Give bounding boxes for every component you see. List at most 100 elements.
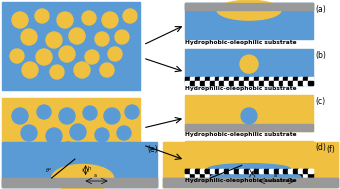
- Bar: [308, 81, 313, 85]
- Bar: [269, 81, 274, 85]
- Bar: [229, 169, 234, 173]
- Circle shape: [115, 30, 129, 44]
- Bar: [185, 169, 190, 173]
- Bar: [190, 169, 195, 173]
- Bar: [205, 169, 210, 173]
- Bar: [308, 169, 313, 173]
- Bar: [264, 169, 269, 173]
- Circle shape: [46, 128, 62, 144]
- Bar: [185, 173, 190, 177]
- Bar: [254, 77, 259, 81]
- Bar: [284, 169, 288, 173]
- Bar: [308, 169, 313, 173]
- Text: Hydrophilic-oleophobic substrate: Hydrophilic-oleophobic substrate: [185, 86, 296, 91]
- Bar: [224, 77, 229, 81]
- Circle shape: [35, 9, 49, 23]
- Bar: [200, 81, 205, 85]
- Circle shape: [36, 145, 52, 161]
- Bar: [254, 81, 259, 85]
- Bar: [293, 173, 298, 177]
- Bar: [200, 173, 205, 177]
- Bar: [219, 81, 224, 85]
- Bar: [278, 169, 284, 173]
- Bar: [210, 169, 215, 173]
- Text: (a): (a): [315, 5, 326, 14]
- Bar: [2, 178, 157, 187]
- Bar: [269, 173, 274, 177]
- Bar: [219, 169, 224, 173]
- Circle shape: [95, 128, 109, 142]
- Circle shape: [109, 143, 123, 157]
- Circle shape: [74, 62, 90, 78]
- Text: Hydrophobic-oleophilic substrate: Hydrophobic-oleophilic substrate: [185, 132, 296, 137]
- Bar: [278, 77, 284, 81]
- Bar: [259, 173, 264, 177]
- Bar: [278, 173, 284, 177]
- Bar: [303, 81, 308, 85]
- Bar: [249, 81, 254, 85]
- Bar: [288, 169, 293, 173]
- Bar: [284, 173, 288, 177]
- Bar: [195, 77, 200, 81]
- Text: (e): (e): [147, 145, 158, 154]
- Bar: [2, 2, 140, 90]
- Circle shape: [69, 28, 85, 44]
- Text: a: a: [273, 173, 276, 178]
- Bar: [185, 77, 190, 81]
- Bar: [303, 169, 308, 173]
- Bar: [185, 3, 313, 10]
- Bar: [205, 81, 210, 85]
- Bar: [215, 169, 219, 173]
- Text: a: a: [94, 173, 97, 178]
- Bar: [249, 169, 254, 173]
- Bar: [2, 98, 140, 186]
- Bar: [269, 169, 274, 173]
- Bar: [284, 169, 288, 173]
- Bar: [234, 81, 239, 85]
- Bar: [264, 77, 269, 81]
- Circle shape: [101, 159, 115, 173]
- Text: (c): (c): [315, 97, 325, 106]
- Circle shape: [125, 105, 139, 119]
- Bar: [274, 169, 278, 173]
- Bar: [239, 173, 244, 177]
- Circle shape: [59, 108, 75, 124]
- Bar: [293, 169, 298, 173]
- Ellipse shape: [210, 170, 301, 187]
- Bar: [215, 81, 219, 85]
- Bar: [274, 173, 278, 177]
- Circle shape: [12, 12, 28, 28]
- Bar: [264, 169, 269, 173]
- Bar: [308, 77, 313, 81]
- Bar: [244, 81, 249, 85]
- Bar: [200, 169, 205, 173]
- Bar: [298, 173, 303, 177]
- Bar: [190, 77, 195, 81]
- Bar: [224, 81, 229, 85]
- Bar: [195, 81, 200, 85]
- Bar: [293, 169, 298, 173]
- Bar: [205, 77, 210, 81]
- Circle shape: [21, 125, 37, 141]
- Bar: [288, 81, 293, 85]
- Bar: [259, 169, 264, 173]
- Bar: [229, 173, 234, 177]
- Bar: [234, 77, 239, 81]
- Bar: [239, 169, 244, 173]
- Text: h: h: [88, 166, 91, 171]
- Bar: [298, 77, 303, 81]
- Bar: [284, 81, 288, 85]
- Bar: [239, 81, 244, 85]
- Bar: [185, 3, 313, 10]
- Circle shape: [10, 49, 24, 63]
- Bar: [274, 77, 278, 81]
- Circle shape: [74, 158, 90, 174]
- Bar: [288, 169, 293, 173]
- Bar: [249, 173, 254, 177]
- Circle shape: [102, 12, 118, 28]
- Bar: [224, 173, 229, 177]
- Bar: [244, 77, 249, 81]
- Bar: [205, 169, 210, 173]
- Circle shape: [241, 108, 257, 124]
- Bar: [185, 49, 313, 85]
